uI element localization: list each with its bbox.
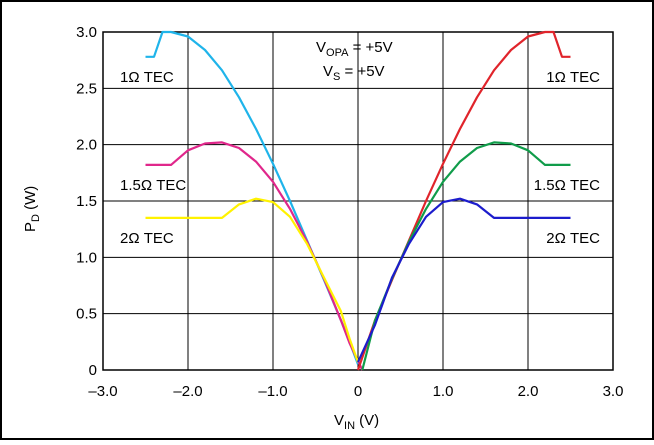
x-tick-label: 1.0 — [433, 383, 454, 400]
x-tick-label: –1.0 — [258, 383, 287, 400]
x-tick-label: –2.0 — [173, 383, 202, 400]
y-tick-label: 2.5 — [76, 80, 97, 97]
y-tick-label: 0.5 — [76, 306, 97, 323]
series-label: 2Ω TEC — [546, 230, 600, 247]
x-axis-label: VIN (V) — [334, 412, 379, 432]
annotation-line-1: VOPA = +5V — [316, 39, 393, 59]
series-labels: 1Ω TEC 1.5Ω TEC 2Ω TEC 1Ω TEC 1.5Ω TEC 2Ω TEC — [120, 69, 600, 247]
y-tick-label: 3.0 — [76, 24, 97, 41]
series-label: 1.5Ω TEC — [534, 177, 600, 194]
y-tick-labels: 0 0.5 1.0 1.5 2.0 2.5 3.0 — [76, 24, 97, 379]
x-tick-label: 2.0 — [518, 383, 539, 400]
series-line-left-1.5tec — [145, 141, 364, 371]
series-label: 1.5Ω TEC — [120, 177, 186, 194]
y-tick-label: 1.0 — [76, 249, 97, 266]
y-axis-label: PD (W) — [22, 186, 42, 232]
x-tick-labels: –3.0 –2.0 –1.0 0 1.0 2.0 3.0 — [88, 383, 623, 400]
x-tick-label: –3.0 — [88, 383, 117, 400]
series-label: 2Ω TEC — [120, 230, 174, 247]
series-label: 1Ω TEC — [120, 69, 174, 86]
grid-lines — [103, 32, 613, 370]
series-line-right-2tec — [356, 197, 571, 363]
x-tick-label: 0 — [354, 383, 362, 400]
y-tick-label: 1.5 — [76, 193, 97, 210]
series-line-left-2tec — [145, 197, 360, 363]
annotation-line-2: VS = +5V — [323, 63, 385, 83]
x-tick-label: 3.0 — [603, 383, 624, 400]
y-tick-label: 2.0 — [76, 137, 97, 154]
curves — [145, 30, 571, 371]
y-tick-label: 0 — [89, 362, 97, 379]
series-label: 1Ω TEC — [546, 69, 600, 86]
